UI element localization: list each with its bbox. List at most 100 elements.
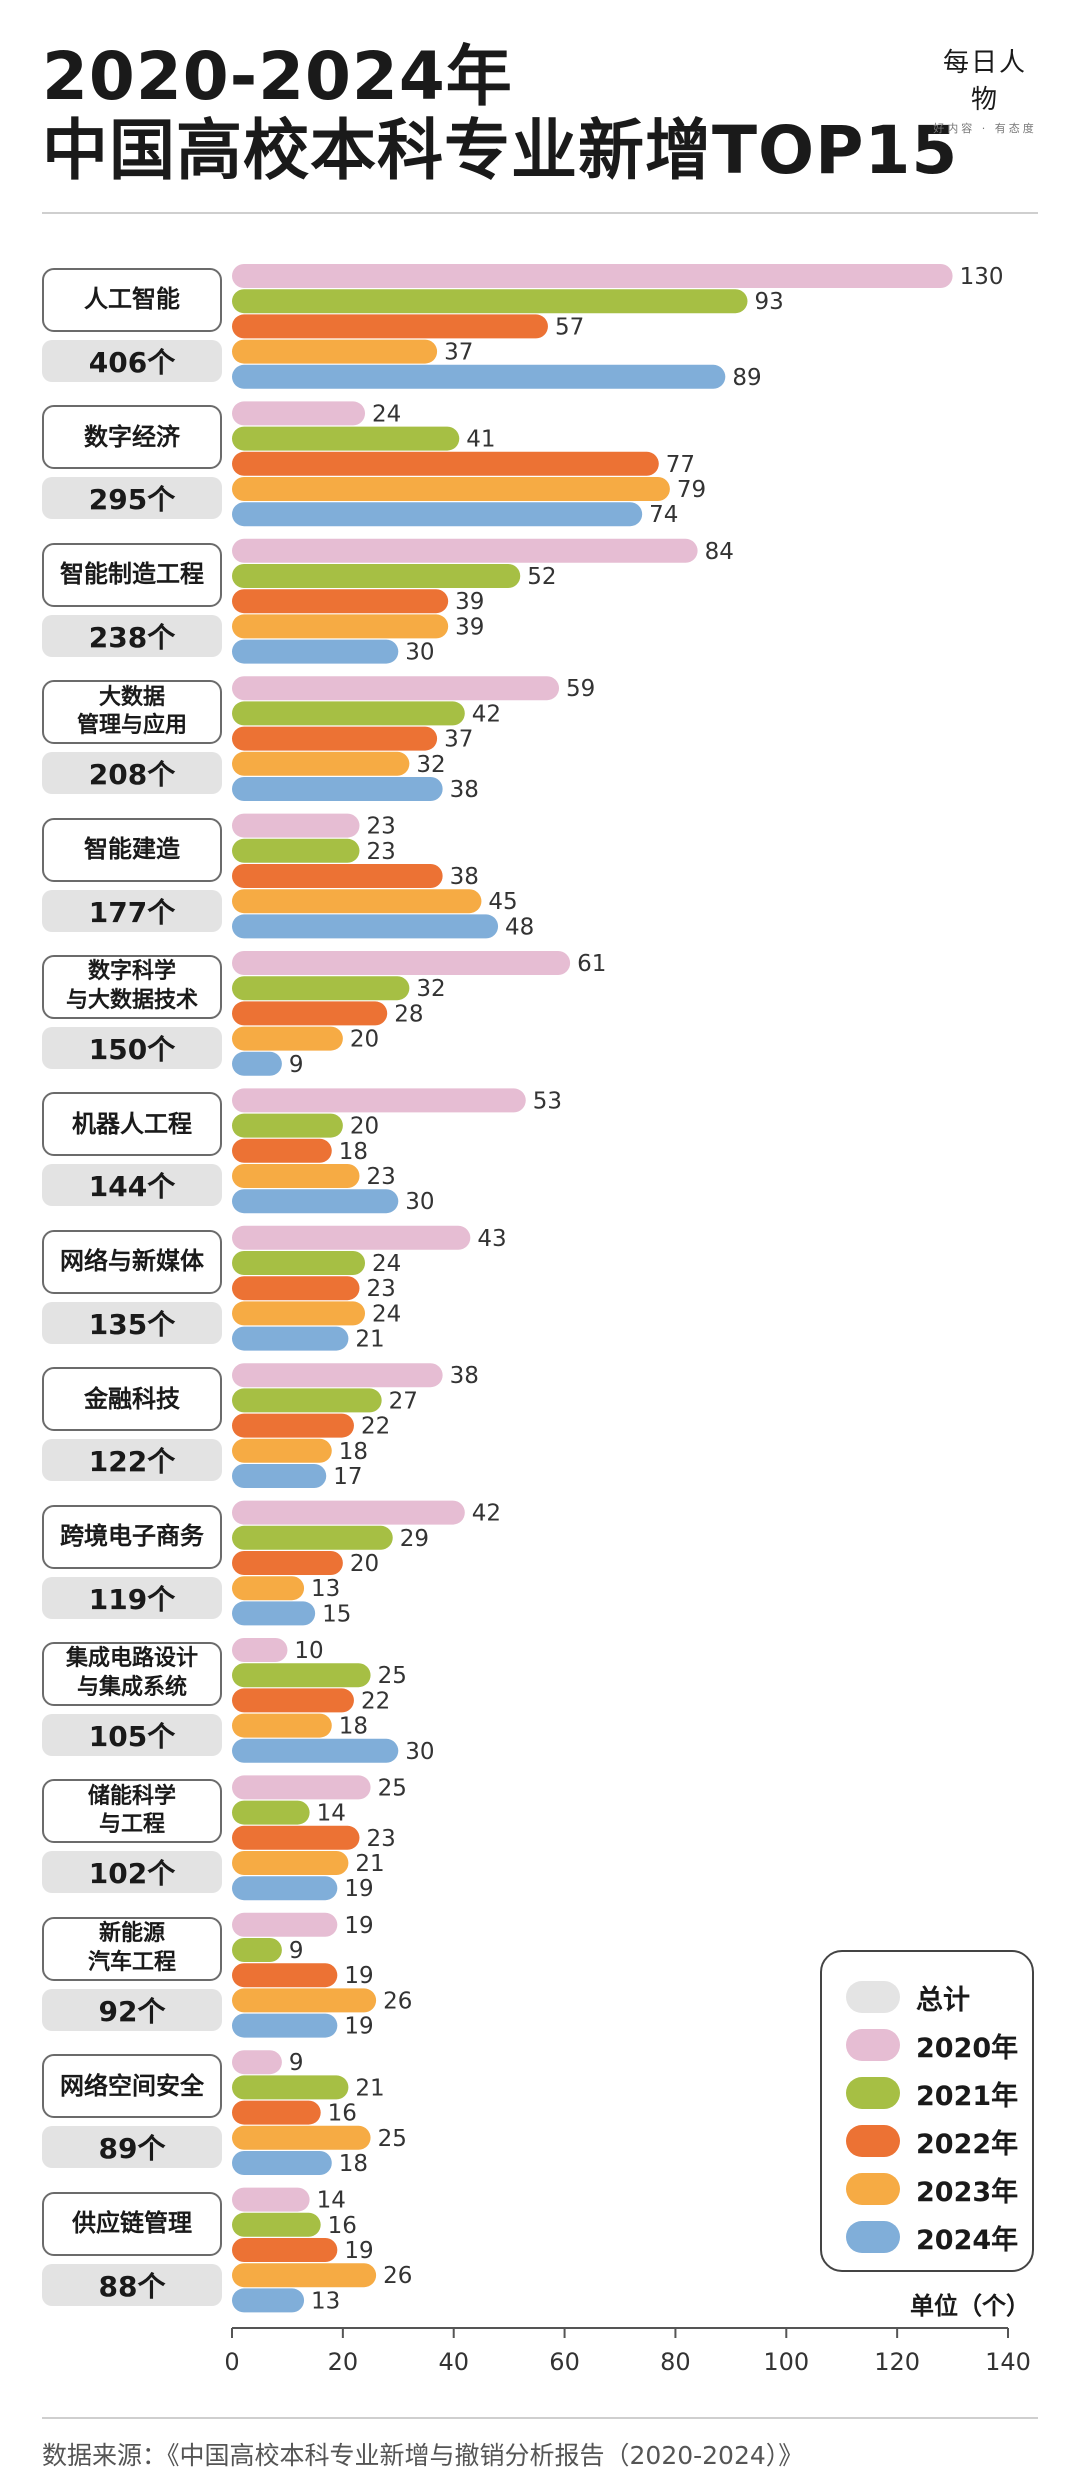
chart-title-line2: 中国高校本科专业新增TOP15 [42, 112, 959, 189]
data-label: 39 [455, 589, 484, 615]
category-total: 295个 [42, 477, 222, 520]
data-label: 26 [383, 1988, 412, 2014]
legend-label: 2024年 [916, 2224, 1019, 2256]
data-label: 77 [666, 452, 695, 478]
bar [232, 2288, 305, 2313]
category-total: 144个 [42, 1164, 222, 1207]
bar [232, 1663, 371, 1688]
bar [232, 564, 521, 588]
data-label: 9 [289, 1052, 304, 1078]
bar [232, 614, 449, 639]
bar [232, 1164, 360, 1188]
data-label: 25 [378, 2126, 407, 2152]
data-label: 20 [350, 1551, 379, 1577]
brand-tagline: 好内容 · 有态度 [933, 122, 1037, 135]
bar [232, 339, 438, 364]
bar [232, 2125, 371, 2150]
data-label: 14 [317, 2188, 346, 2214]
data-label: 23 [366, 839, 395, 865]
data-label: 93 [754, 289, 783, 315]
data-label: 52 [527, 564, 556, 590]
data-label: 15 [322, 1601, 351, 1627]
legend-swatch-2021 [846, 2077, 900, 2109]
legend-label: 总计 [916, 1984, 970, 2016]
bar [232, 2263, 377, 2288]
data-label: 19 [344, 1963, 373, 1989]
legend-item-2020: 2020年 [846, 2028, 1018, 2064]
bar [232, 1225, 471, 1250]
category-name: 智能制造工程 [42, 542, 222, 607]
bar [232, 676, 560, 701]
bar [232, 1251, 366, 1275]
legend-item-2023: 2023年 [846, 2172, 1019, 2208]
category-name: 新能源 汽车工程 [42, 1916, 222, 1981]
category-total: 89个 [42, 2126, 222, 2169]
x-tick-label: 0 [224, 2348, 239, 2376]
category-name: 金融科技 [42, 1367, 222, 1432]
data-label: 18 [339, 1714, 368, 1740]
bar [232, 1051, 282, 1076]
data-label: 13 [311, 2288, 340, 2314]
bar [232, 701, 465, 726]
legend-item-total: 总计 [846, 1980, 970, 2016]
data-label: 37 [444, 727, 473, 753]
bar [232, 364, 726, 389]
category-name: 供应链管理 [42, 2191, 222, 2256]
data-label: 32 [416, 752, 445, 778]
data-label: 59 [566, 676, 595, 702]
bar [232, 726, 438, 751]
category-name: 跨境电子商务 [42, 1504, 222, 1569]
bar [232, 2238, 338, 2262]
category-name: 智能建造 [42, 817, 222, 882]
data-label: 30 [405, 1189, 434, 1215]
bar [232, 1326, 349, 1351]
data-label: 19 [344, 2014, 373, 2040]
bar [232, 426, 460, 451]
data-label: 20 [350, 1114, 379, 1140]
data-label: 28 [394, 1001, 423, 1027]
bar [232, 1001, 388, 1026]
data-label: 17 [333, 1464, 362, 1490]
bar [232, 314, 548, 339]
bar [232, 951, 571, 975]
data-label: 57 [555, 314, 584, 340]
bar [232, 289, 748, 314]
category-total: 135个 [42, 1301, 222, 1344]
bar [232, 1363, 443, 1388]
bar [232, 1088, 526, 1113]
legend-swatch-2020 [846, 2029, 900, 2061]
data-label: 18 [339, 2151, 368, 2177]
data-label: 24 [372, 1251, 401, 1277]
bar [232, 477, 670, 501]
data-label: 42 [472, 1501, 501, 1527]
bar [232, 1026, 343, 1051]
data-label: 25 [378, 1775, 407, 1801]
bar [232, 639, 399, 664]
top-divider [42, 212, 1038, 214]
category-name: 人工智能 [42, 268, 222, 332]
bar [232, 813, 360, 838]
data-label: 38 [450, 1363, 479, 1389]
bar [232, 1189, 399, 1214]
bar [232, 1438, 332, 1463]
x-tick-label: 20 [328, 2348, 359, 2376]
bar [232, 1525, 393, 1550]
data-label: 23 [366, 1826, 395, 1852]
bar [232, 2212, 321, 2237]
data-label: 18 [339, 1439, 368, 1465]
bar [232, 1688, 354, 1713]
x-tick-label: 40 [438, 2348, 469, 2376]
category-total: 119个 [42, 1576, 222, 1619]
data-label: 130 [960, 264, 1004, 290]
bar [232, 538, 698, 563]
brand-logo: 每日人物 好内容 · 有态度 [930, 42, 1040, 136]
data-label: 79 [677, 477, 706, 503]
bar [232, 2100, 321, 2125]
bar [232, 451, 659, 476]
data-label: 38 [450, 777, 479, 803]
x-tick-label: 80 [660, 2348, 691, 2376]
data-label: 13 [311, 1576, 340, 1602]
category-total: 208个 [42, 752, 222, 795]
legend-label: 2023年 [916, 2176, 1019, 2208]
